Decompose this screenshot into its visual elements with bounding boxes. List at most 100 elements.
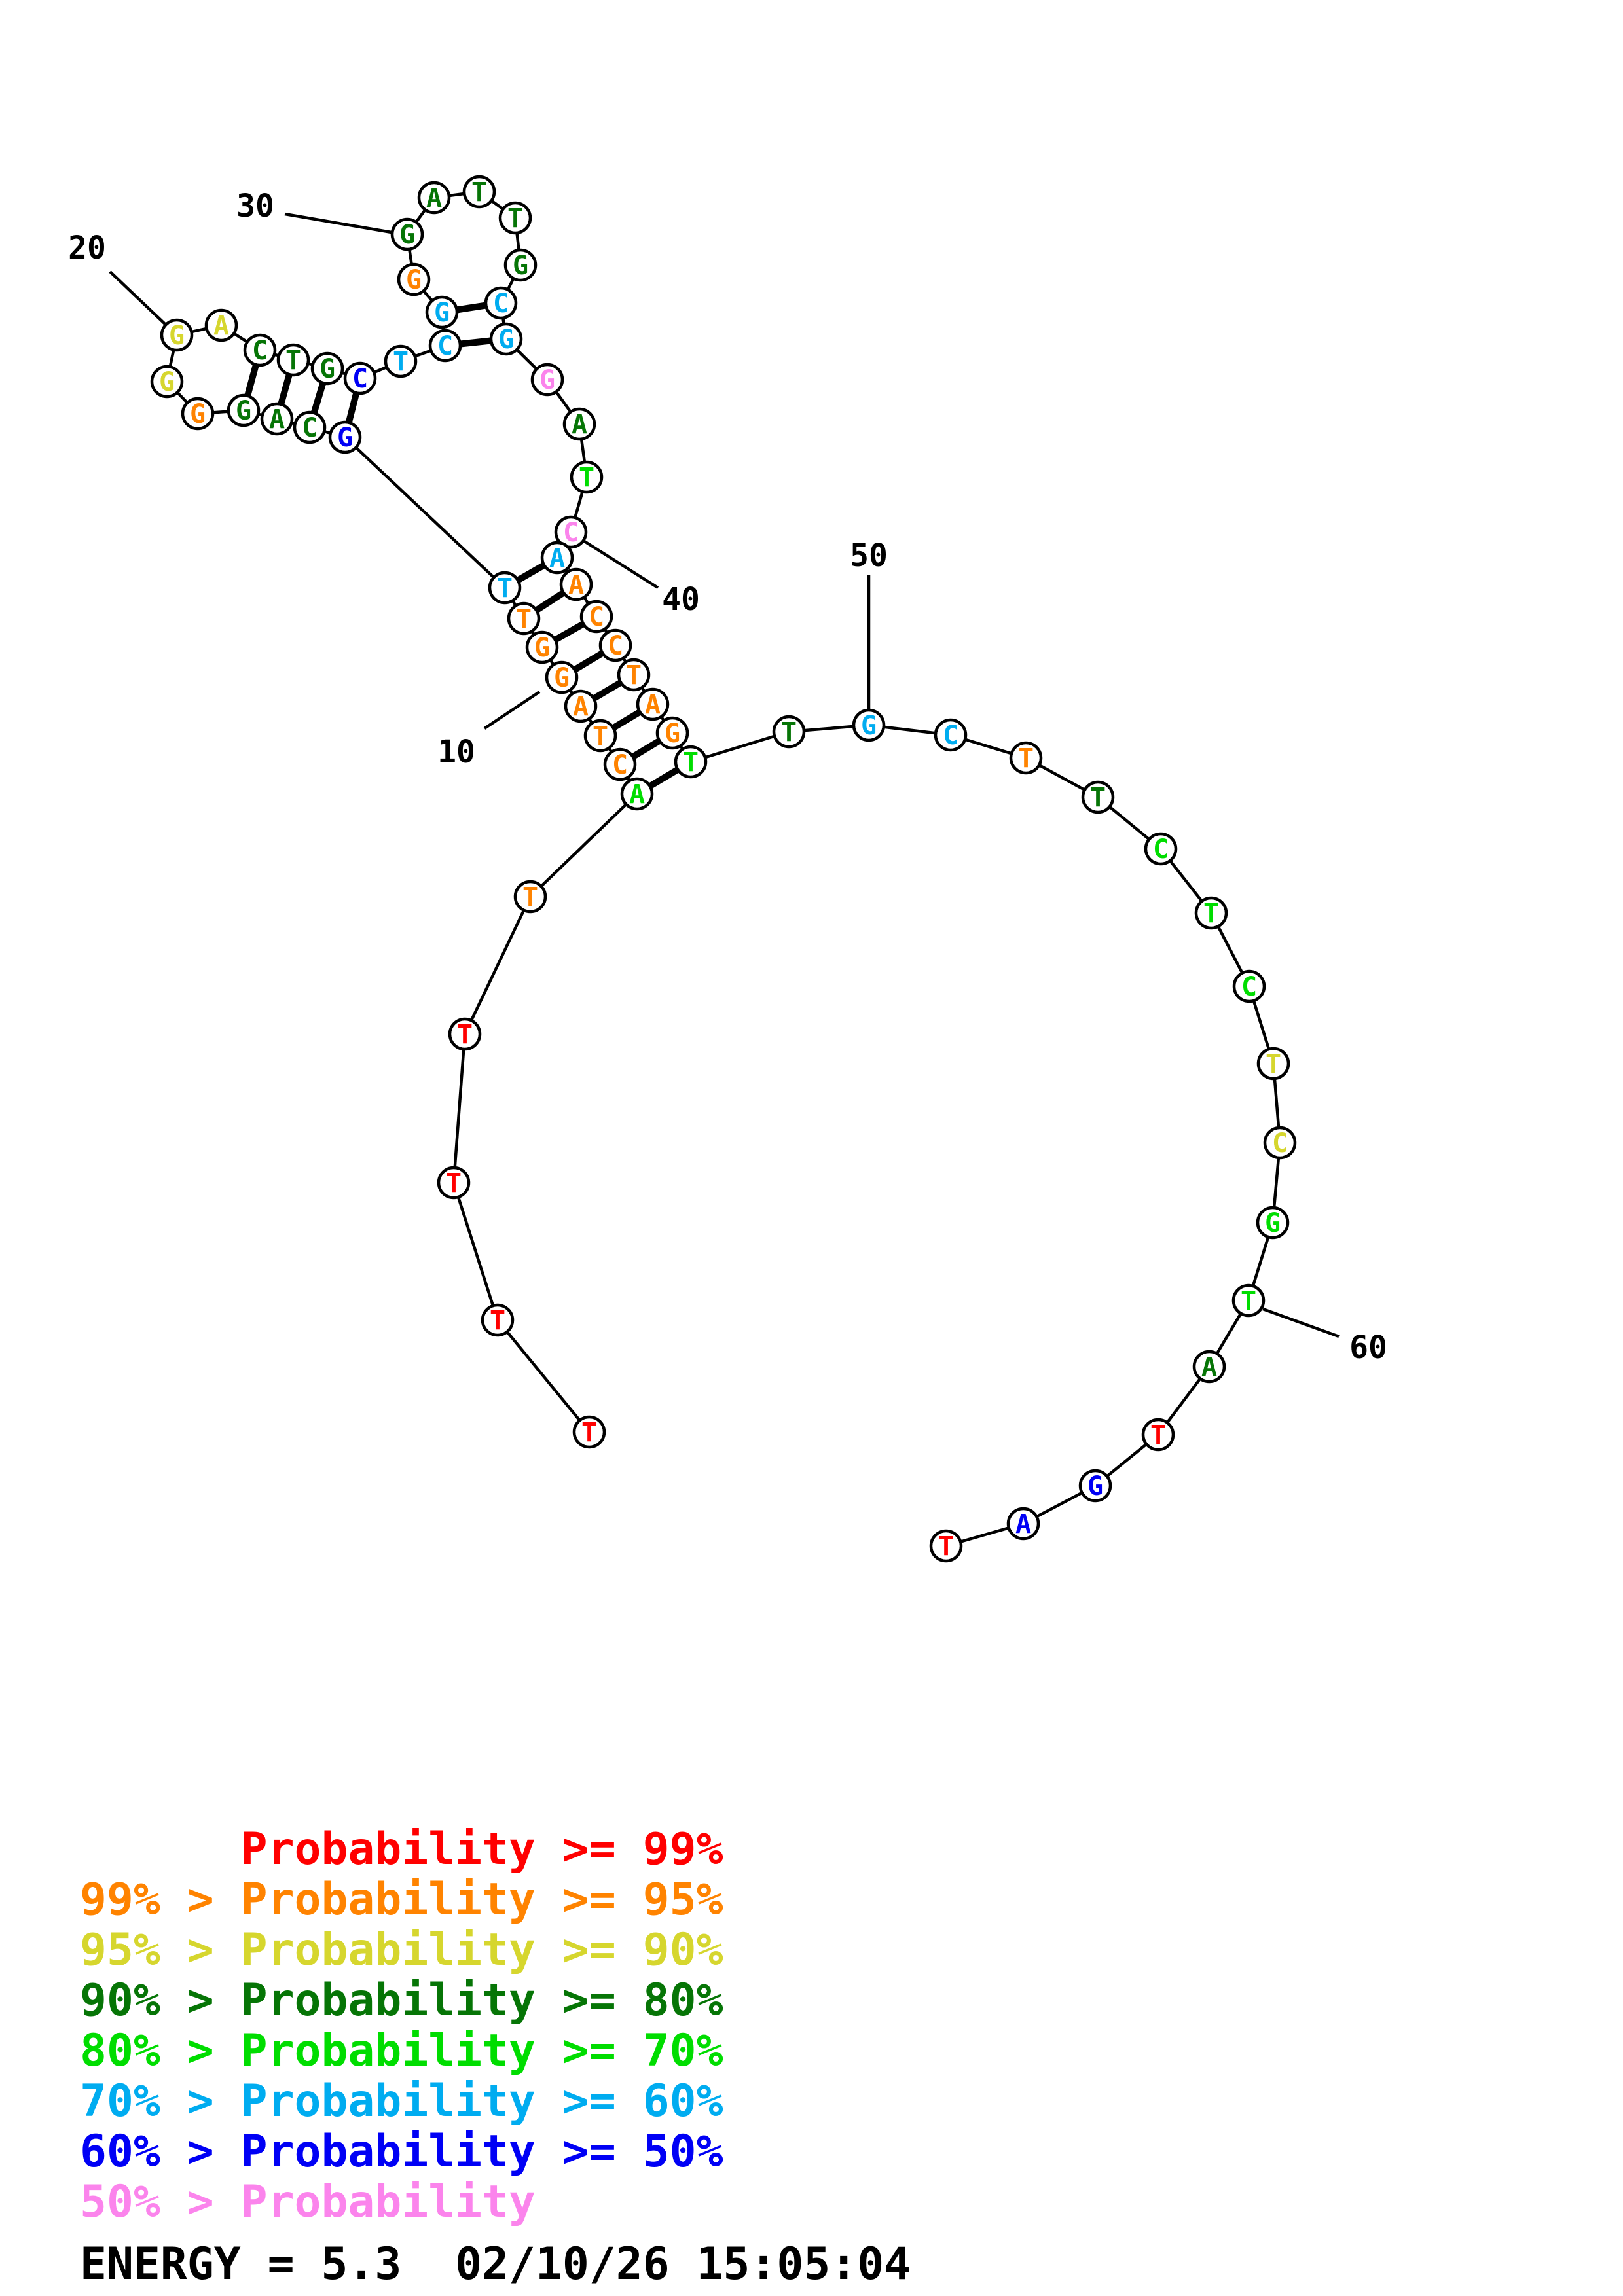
- nucleotide-base-35: C: [493, 289, 509, 319]
- nucleotide-circle-13: [488, 571, 522, 605]
- nucleotide-circle-46: [636, 687, 670, 721]
- nucleotide-base-53: T: [1090, 783, 1106, 813]
- nucleotide-base-24: G: [319, 354, 335, 384]
- nucleotide-circle-30: [390, 217, 424, 251]
- nucleotide-circle-38: [562, 407, 596, 441]
- nucleotide-base-4: T: [457, 1020, 473, 1050]
- nucleotide-circle-52: [1009, 741, 1043, 775]
- nucleotide-base-1: T: [581, 1418, 597, 1448]
- nucleotide-base-60: T: [1241, 1286, 1256, 1316]
- position-label-pointer: [582, 539, 659, 589]
- energy-readout: ENERGY = 5.3 02/10/26 15:05:04: [80, 2238, 911, 2290]
- nucleotide-circle-9: [564, 689, 598, 723]
- nucleotide-base-9: A: [573, 692, 589, 722]
- nucleotide-circle-2: [481, 1303, 515, 1337]
- nucleotide-circle-62: [1141, 1418, 1175, 1452]
- nucleotide-circle-64: [1006, 1507, 1040, 1541]
- nucleotide-circle-15: [293, 410, 327, 444]
- nucleotide-circle-50: [852, 708, 886, 742]
- nucleotide-circle-11: [525, 630, 559, 664]
- nucleotide-circle-49: [772, 715, 806, 749]
- nucleotide-base-32: T: [471, 177, 487, 207]
- nucleotide-base-14: G: [337, 423, 353, 453]
- nucleotide-circle-10: [545, 660, 579, 694]
- nucleotide-base-43: C: [589, 602, 604, 632]
- nucleotide-base-18: G: [190, 399, 206, 429]
- nucleotide-base-40: C: [563, 518, 579, 548]
- backbone-bond: [529, 793, 638, 898]
- nucleotide-circle-40: [554, 515, 588, 549]
- nucleotide-circle-47: [655, 716, 689, 750]
- nucleotide-base-61: A: [1201, 1352, 1217, 1382]
- nucleotide-circle-32: [462, 175, 496, 209]
- nucleotide-circle-23: [276, 343, 310, 377]
- nucleotide-circle-29: [397, 262, 431, 296]
- nucleotide-circle-8: [583, 719, 617, 753]
- position-label-50: 50: [850, 537, 888, 574]
- nucleotide-circle-57: [1256, 1047, 1290, 1081]
- legend-line-1: Probability >= 99%: [80, 1823, 723, 1875]
- nucleotide-base-46: A: [645, 690, 661, 720]
- nucleotide-base-22: C: [252, 336, 268, 366]
- nucleotide-base-2: T: [490, 1306, 505, 1336]
- nucleotide-base-5: T: [522, 882, 538, 912]
- nucleotide-circle-22: [243, 333, 277, 367]
- nucleotide-base-19: G: [159, 367, 175, 397]
- nucleotide-base-3: T: [446, 1168, 462, 1198]
- legend-line-3: 95% > Probability >= 90%: [80, 1924, 723, 1976]
- nucleotide-base-20: G: [169, 321, 185, 351]
- nucleotide-circle-5: [513, 880, 547, 914]
- nucleotide-base-13: T: [497, 573, 513, 603]
- legend-line-8: 50% > Probability: [80, 2176, 536, 2228]
- position-label-30: 30: [236, 188, 274, 224]
- position-label-pointer: [1262, 1307, 1340, 1338]
- nucleotide-circle-21: [204, 308, 238, 342]
- nucleotide-base-26: T: [393, 347, 409, 377]
- backbone-bond: [496, 1319, 591, 1433]
- nucleotide-circle-53: [1081, 780, 1115, 814]
- nucleotide-circle-1: [572, 1415, 606, 1449]
- nucleotide-base-55: T: [1203, 899, 1219, 929]
- nucleotide-base-6: A: [629, 780, 645, 810]
- nucleotide-base-58: C: [1272, 1128, 1288, 1158]
- nucleotide-circle-14: [328, 420, 362, 454]
- nucleotide-circle-24: [310, 351, 344, 386]
- nucleotide-circle-25: [343, 361, 377, 395]
- nucleotide-circle-37: [530, 363, 564, 397]
- nucleotide-circle-55: [1194, 896, 1228, 930]
- nucleotide-base-50: G: [861, 711, 877, 741]
- nucleotide-circle-54: [1144, 832, 1178, 866]
- position-label-pointer: [284, 212, 392, 234]
- nucleotide-circle-44: [598, 628, 632, 662]
- nucleotide-circle-20: [160, 318, 194, 352]
- nucleotide-circle-3: [437, 1166, 471, 1200]
- nucleotide-circle-36: [489, 322, 523, 356]
- nucleotide-base-36: G: [498, 325, 514, 355]
- nucleotide-base-25: C: [352, 364, 368, 394]
- nucleotide-base-57: T: [1266, 1049, 1281, 1079]
- nucleotide-circle-48: [674, 745, 708, 779]
- backbone-bond: [452, 1182, 500, 1321]
- nucleotide-base-15: C: [302, 413, 318, 443]
- nucleotide-base-21: A: [213, 311, 229, 341]
- nucleotide-base-12: T: [516, 604, 532, 634]
- nucleotide-circle-31: [417, 181, 451, 215]
- nucleotide-circle-26: [384, 344, 418, 378]
- legend-line-2: 99% > Probability >= 95%: [80, 1874, 723, 1926]
- nucleotide-base-8: T: [593, 721, 608, 751]
- nucleotide-base-23: T: [285, 346, 301, 376]
- nucleotide-base-10: G: [554, 663, 570, 693]
- nucleotide-base-16: A: [269, 404, 285, 435]
- nucleotide-base-44: C: [608, 631, 623, 661]
- nucleotide-base-33: T: [507, 204, 523, 234]
- nucleotide-circle-58: [1263, 1126, 1297, 1160]
- nucleotide-circle-35: [484, 286, 518, 320]
- nucleotide-circle-18: [181, 397, 215, 431]
- nucleotide-base-34: G: [513, 251, 528, 281]
- nucleotide-circle-7: [603, 747, 637, 781]
- nucleotide-circle-42: [559, 567, 593, 601]
- nucleotide-circle-19: [150, 365, 184, 399]
